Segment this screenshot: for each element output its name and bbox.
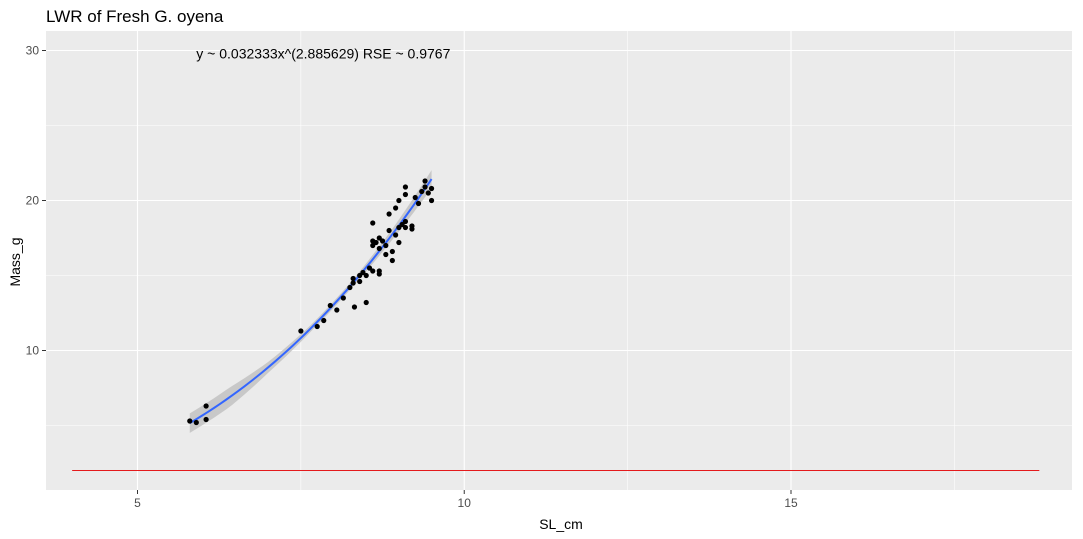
data-point <box>393 232 399 238</box>
data-point <box>419 188 425 195</box>
data-points <box>187 178 435 426</box>
data-point <box>370 242 376 249</box>
data-point <box>422 184 428 190</box>
data-point <box>412 194 418 201</box>
data-point <box>314 323 320 330</box>
data-point <box>428 197 435 204</box>
data-point <box>402 191 409 198</box>
x-tick-label: 5 <box>134 496 141 510</box>
chart-title: LWR of Fresh G. oyena <box>46 7 224 26</box>
data-point <box>360 269 366 276</box>
data-point <box>383 242 389 249</box>
data-point <box>321 317 327 324</box>
data-point <box>402 224 409 231</box>
x-tick-label: 10 <box>458 496 472 510</box>
data-point <box>363 299 369 306</box>
data-point <box>298 328 304 334</box>
data-point <box>376 268 382 274</box>
data-point <box>396 197 402 204</box>
data-point <box>327 302 333 309</box>
data-point <box>386 211 392 217</box>
data-point <box>350 275 356 282</box>
data-point <box>347 284 353 291</box>
data-point <box>351 304 358 310</box>
data-point <box>193 419 199 426</box>
data-point <box>187 418 193 424</box>
data-point <box>203 416 209 423</box>
data-point <box>396 224 402 231</box>
data-point <box>203 403 209 409</box>
data-point <box>386 227 392 234</box>
data-point <box>409 223 415 229</box>
data-point <box>389 248 395 255</box>
x-tick-label: 15 <box>784 496 798 510</box>
data-point <box>379 238 386 244</box>
y-tick-label: 10 <box>26 344 40 358</box>
data-point <box>373 239 379 246</box>
se-band-group <box>189 170 432 433</box>
y-tick-label: 20 <box>26 194 40 208</box>
data-point <box>340 295 346 301</box>
data-point <box>366 265 373 271</box>
data-point <box>357 272 363 279</box>
data-point <box>402 218 409 225</box>
data-point <box>399 221 405 228</box>
x-axis-ticks: 5 10 15 <box>134 490 798 510</box>
data-point <box>370 220 376 226</box>
data-point <box>363 272 369 279</box>
gridlines <box>46 31 1072 490</box>
y-axis-ticks: 10 20 30 <box>26 44 46 358</box>
data-point <box>428 185 435 192</box>
data-point <box>415 200 422 207</box>
data-point <box>370 268 376 274</box>
data-point <box>425 190 431 196</box>
data-point <box>350 280 356 286</box>
data-point <box>376 245 382 252</box>
y-tick-label: 30 <box>26 44 40 58</box>
fit-line-group <box>189 178 433 424</box>
data-point <box>357 278 363 285</box>
y-axis-title: Mass_g <box>7 237 23 286</box>
data-point <box>334 307 340 313</box>
data-point <box>393 205 399 211</box>
x-axis-title: SL_cm <box>539 516 583 532</box>
data-point <box>376 235 382 241</box>
data-point <box>383 251 389 258</box>
se-band <box>189 170 432 433</box>
data-point <box>396 239 402 246</box>
data-point <box>402 184 409 190</box>
data-point <box>422 178 428 184</box>
fit-line <box>189 178 433 424</box>
data-point <box>389 257 395 264</box>
equation-annotation: y ~ 0.032333x^(2.885629) RSE ~ 0.9767 <box>196 46 450 62</box>
